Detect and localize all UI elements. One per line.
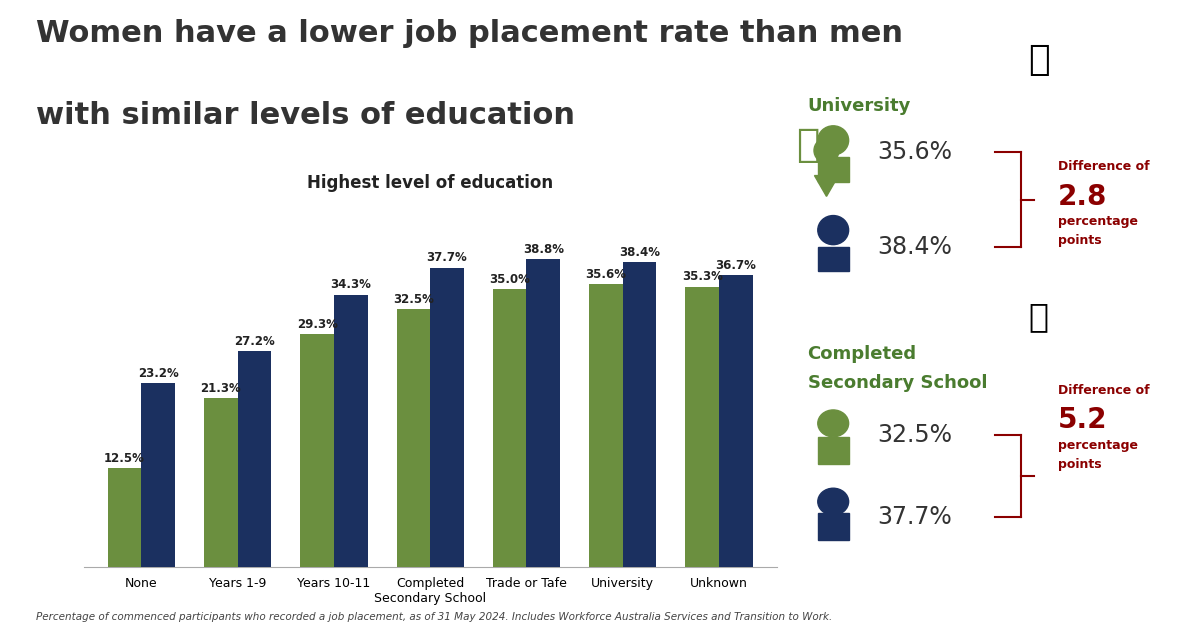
Text: 36.7%: 36.7% — [716, 260, 756, 272]
Text: 35.6%: 35.6% — [586, 268, 626, 281]
Bar — [430, 268, 464, 567]
Circle shape — [817, 488, 848, 515]
Text: 27.2%: 27.2% — [234, 335, 275, 348]
Text: Women have a lower job placement rate than men: Women have a lower job placement rate th… — [36, 19, 903, 48]
FancyArrow shape — [817, 513, 848, 540]
Text: 📚: 📚 — [1029, 301, 1049, 333]
Text: percentage: percentage — [1058, 215, 1138, 228]
Text: Completed: Completed — [808, 345, 917, 363]
Text: 32.5%: 32.5% — [393, 293, 434, 306]
Bar — [623, 262, 656, 567]
Text: 35.6%: 35.6% — [877, 140, 952, 164]
Text: 37.7%: 37.7% — [427, 251, 467, 265]
FancyArrow shape — [817, 158, 848, 181]
Bar — [397, 309, 430, 567]
Circle shape — [817, 126, 848, 155]
Bar — [238, 351, 271, 567]
Bar — [719, 275, 753, 567]
Text: percentage: percentage — [1058, 439, 1138, 452]
Bar — [685, 287, 719, 567]
Text: Difference of: Difference of — [1058, 161, 1150, 173]
Title: Highest level of education: Highest level of education — [307, 174, 553, 192]
Text: 38.8%: 38.8% — [522, 243, 564, 256]
Bar — [589, 284, 623, 567]
Bar — [333, 295, 368, 567]
Bar — [204, 398, 238, 567]
Circle shape — [817, 215, 848, 244]
FancyArrow shape — [817, 247, 848, 272]
Circle shape — [817, 410, 848, 437]
FancyArrow shape — [817, 437, 848, 464]
Text: 2.8: 2.8 — [1058, 183, 1107, 210]
Text: with similar levels of education: with similar levels of education — [36, 101, 575, 130]
Text: ⛹: ⛹ — [796, 126, 820, 164]
Text: 21.3%: 21.3% — [201, 382, 241, 394]
Bar — [141, 382, 176, 567]
Text: 37.7%: 37.7% — [877, 505, 951, 529]
Text: 🎓: 🎓 — [1028, 43, 1049, 77]
Text: 34.3%: 34.3% — [330, 278, 372, 291]
Text: points: points — [1058, 458, 1102, 471]
Text: 35.3%: 35.3% — [681, 270, 723, 284]
Text: 35.0%: 35.0% — [489, 273, 531, 286]
Text: 5.2: 5.2 — [1058, 406, 1107, 434]
Text: 32.5%: 32.5% — [877, 423, 952, 447]
Text: 23.2%: 23.2% — [137, 367, 178, 379]
Text: 38.4%: 38.4% — [877, 235, 951, 259]
Bar — [527, 259, 560, 567]
Bar — [300, 335, 333, 567]
Text: University: University — [808, 97, 911, 115]
Text: points: points — [1058, 234, 1102, 247]
Text: 12.5%: 12.5% — [104, 452, 145, 464]
Text: Difference of: Difference of — [1058, 384, 1150, 397]
Text: Secondary School: Secondary School — [808, 374, 987, 392]
Bar — [492, 289, 527, 567]
Text: 29.3%: 29.3% — [296, 318, 337, 331]
Text: 38.4%: 38.4% — [619, 246, 660, 259]
Text: Percentage of commenced participants who recorded a job placement, as of 31 May : Percentage of commenced participants who… — [36, 612, 832, 622]
Bar — [108, 467, 141, 567]
